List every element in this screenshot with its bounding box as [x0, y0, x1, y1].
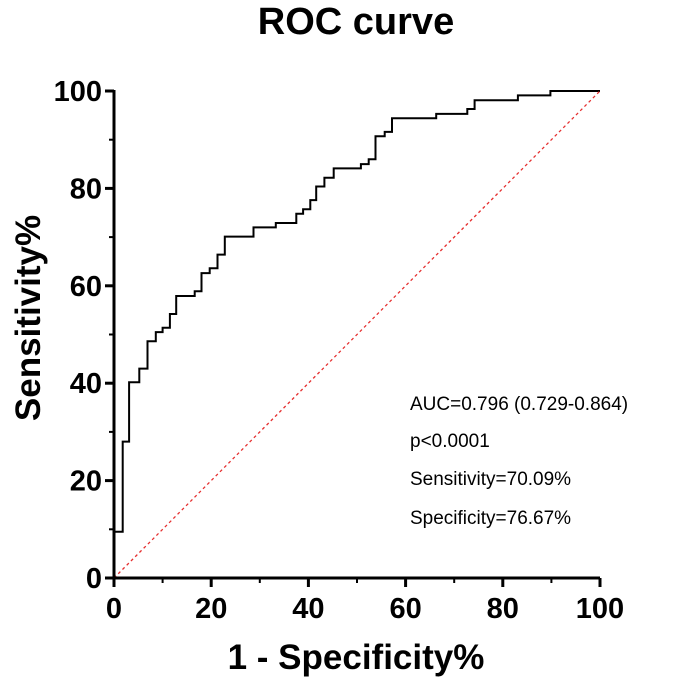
x-tick-label: 0	[106, 593, 122, 625]
y-axis-ticks: 0 20 40 60 80 100	[54, 76, 114, 595]
y-tick-label: 80	[70, 173, 102, 205]
chart-title: ROC curve	[258, 1, 454, 43]
y-tick-label: 60	[70, 271, 102, 303]
y-axis-label: Sensitivity%	[9, 215, 48, 421]
x-tick-label: 40	[292, 593, 324, 625]
sensitivity-annotation: Sensitivity=70.09%	[410, 469, 571, 490]
p-value-annotation: p<0.0001	[410, 431, 490, 452]
y-tick-label: 20	[70, 466, 102, 498]
auc-annotation: AUC=0.796 (0.729-0.864)	[410, 394, 628, 415]
specificity-annotation: Specificity=76.67%	[410, 508, 571, 529]
x-tick-label: 20	[195, 593, 227, 625]
x-axis-ticks: 0 20 40 60 80 100	[106, 578, 624, 625]
annotations: AUC=0.796 (0.729-0.864) p<0.0001 Sensiti…	[410, 394, 628, 529]
y-tick-label: 100	[54, 76, 102, 108]
reference-diagonal-line	[113, 90, 601, 579]
x-tick-label: 100	[576, 593, 624, 625]
plot-area: 0 20 40 60 80 100 0 20 40 60 80 100	[54, 76, 625, 625]
roc-curve-line	[113, 90, 600, 578]
x-axis-label: 1 - Specificity%	[228, 638, 485, 677]
y-tick-label: 40	[70, 368, 102, 400]
y-tick-label: 0	[86, 563, 102, 595]
x-tick-label: 60	[389, 593, 421, 625]
x-tick-label: 80	[487, 593, 519, 625]
series-layer	[113, 90, 601, 579]
